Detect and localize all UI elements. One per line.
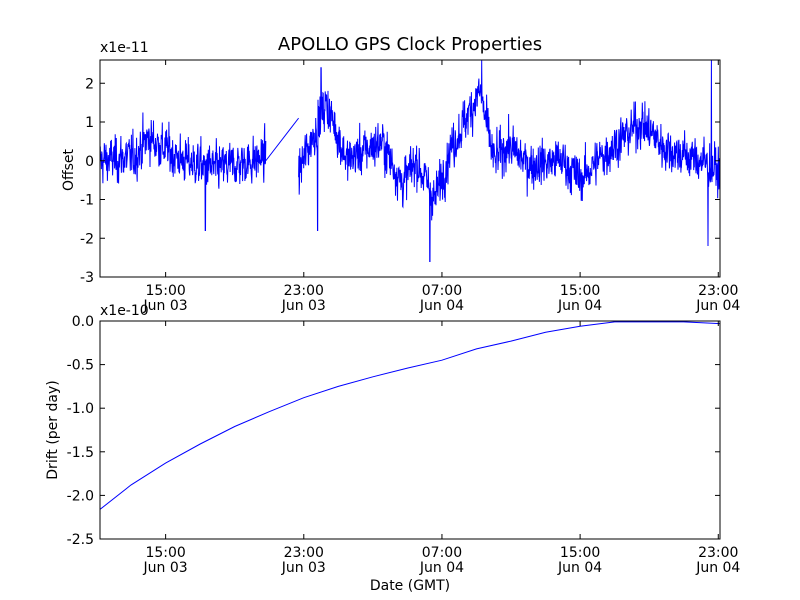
drift-xlabel: Date (GMT) (370, 578, 450, 594)
drift-ytick-label: -2.0 (67, 488, 94, 504)
offset-xtick-date: Jun 03 (281, 298, 326, 314)
drift-y-ticks: -2.5 -2.0 -1.5 -1.0 -0.5 0.0 (67, 314, 720, 548)
drift-xtick-date: Jun 03 (143, 560, 188, 576)
offset-multiplier: x1e-11 (100, 40, 149, 56)
drift-ytick-label: -0.5 (67, 358, 94, 374)
drift-xtick-time: 23:00 (284, 545, 324, 561)
drift-series (99, 321, 721, 510)
offset-ylabel: Offset (61, 148, 77, 191)
drift-line (99, 321, 721, 510)
chart-title: APOLLO GPS Clock Properties (278, 34, 542, 55)
drift-ylabel: Drift (per day) (45, 380, 61, 479)
offset-ytick-label: -1 (80, 193, 94, 209)
drift-xtick-time: 15:00 (145, 545, 185, 561)
offset-xtick-time: 07:00 (422, 283, 462, 299)
offset-series (99, 59, 721, 262)
drift-ytick-label: -1.0 (67, 401, 94, 417)
offset-line-segment (99, 112, 267, 231)
drift-ytick-label: -2.5 (67, 532, 94, 548)
drift-xtick-time: 15:00 (560, 545, 600, 561)
offset-ytick-label: 0 (85, 154, 94, 170)
drift-xtick-date: Jun 04 (695, 560, 740, 576)
offset-line-segment (298, 59, 721, 262)
drift-xtick-time: 23:00 (698, 545, 738, 561)
drift-axes-frame (99, 320, 721, 540)
offset-ytick-label: 1 (85, 115, 94, 131)
offset-xtick-time: 15:00 (560, 283, 600, 299)
offset-ytick-label: 2 (85, 76, 94, 92)
offset-xtick-time: 15:00 (145, 283, 185, 299)
drift-ytick-label: -1.5 (67, 445, 94, 461)
offset-ytick-label: -2 (80, 231, 94, 247)
offset-ytick-label: -3 (80, 270, 94, 286)
drift-ytick-label: 0.0 (72, 314, 94, 330)
offset-xtick-date: Jun 04 (695, 298, 740, 314)
drift-xtick-date: Jun 04 (419, 560, 464, 576)
drift-xtick-date: Jun 04 (557, 560, 602, 576)
offset-y-ticks: -3 -2 -1 0 1 2 (80, 76, 720, 286)
offset-gap-line (265, 117, 300, 162)
offset-axes-frame (99, 59, 721, 278)
drift-xtick-time: 07:00 (422, 545, 462, 561)
drift-multiplier: x1e-10 (100, 303, 149, 319)
offset-xtick-date: Jun 04 (419, 298, 464, 314)
offset-xtick-time: 23:00 (284, 283, 324, 299)
drift-xtick-date: Jun 03 (281, 560, 326, 576)
offset-xtick-date: Jun 03 (143, 298, 188, 314)
offset-xtick-date: Jun 04 (557, 298, 602, 314)
offset-xtick-time: 23:00 (698, 283, 738, 299)
